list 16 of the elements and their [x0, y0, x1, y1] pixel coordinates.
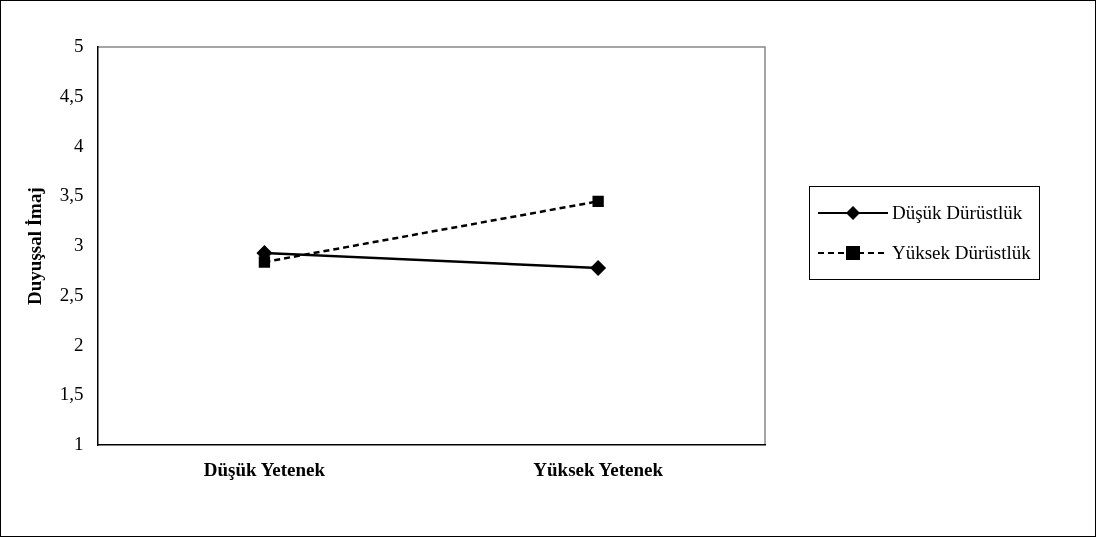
- y-tick-label: 1,5: [59, 383, 84, 405]
- y-tick-label: 2,5: [59, 283, 84, 305]
- y-tick-label: 2: [74, 333, 84, 355]
- y-tick-label: 5: [74, 34, 84, 56]
- point: [592, 195, 604, 207]
- legend-label: Yüksek Dürüstlük: [892, 242, 1031, 264]
- y-tick-label: 4,5: [59, 84, 84, 106]
- legend-label: Düşük Dürüstlük: [892, 202, 1023, 224]
- y-tick-label: 1: [74, 433, 84, 455]
- x-tick-label: Düşük Yetenek: [203, 458, 326, 480]
- x-tick-label: Yüksek Yetenek: [533, 458, 664, 480]
- point: [590, 260, 607, 276]
- y-tick-label: 3: [74, 234, 84, 256]
- y-tick-label: 4: [74, 134, 85, 156]
- y-tick-label: 3,5: [59, 184, 84, 206]
- y-axis-title: Duyuşsal İmaj: [24, 187, 46, 305]
